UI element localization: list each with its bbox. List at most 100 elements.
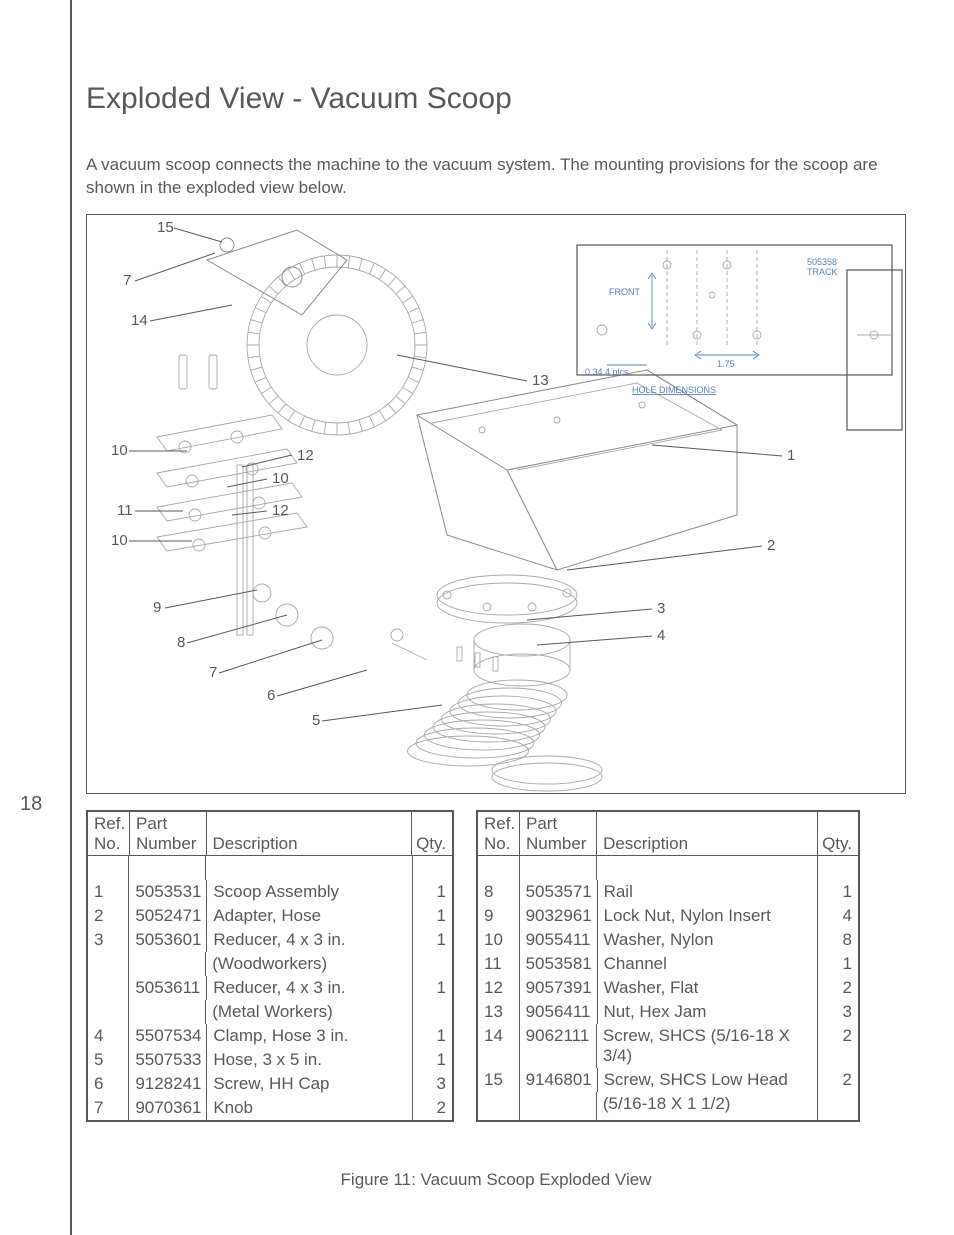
th-description: Description: [597, 812, 818, 855]
callout-number: 3: [657, 600, 665, 617]
cell-qty: [413, 952, 452, 976]
cell-ref-no: 11: [478, 952, 520, 976]
cell-qty: 1: [413, 1024, 452, 1048]
cell-ref-no: 1: [88, 880, 129, 904]
table-row: 55507533Hose, 3 x 5 in.1: [88, 1048, 452, 1072]
page-title: Exploded View - Vacuum Scoop: [86, 82, 906, 116]
cell-description: Hose, 3 x 5 in.: [207, 1048, 412, 1072]
callout-number: 10: [111, 532, 128, 549]
cell-description: Nut, Hex Jam: [598, 1000, 819, 1024]
callout-number: 7: [123, 272, 131, 289]
cell-part-number: [520, 1116, 597, 1120]
table-row: 115053581Channel1: [478, 952, 858, 976]
cell-ref-no: [88, 1000, 129, 1024]
table-row: 129057391Washer, Flat2: [478, 976, 858, 1000]
cell-part-number: 5053581: [520, 952, 598, 976]
cell-qty: [818, 1092, 858, 1116]
table-row: 159146801Screw, SHCS Low Head2: [478, 1068, 858, 1092]
cell-part-number: 5053571: [520, 880, 598, 904]
cell-qty: 2: [818, 1068, 858, 1092]
cell-part-number: 9056411: [520, 1000, 598, 1024]
cell-qty: 1: [413, 904, 452, 928]
parts-tables: Ref.No. PartNumber Description Qty. 1505…: [86, 810, 906, 1122]
cell-description: Screw, SHCS (5/16-18 X 3/4): [597, 1024, 818, 1068]
cell-description: Screw, SHCS Low Head: [598, 1068, 819, 1092]
cell-description: Adapter, Hose: [207, 904, 412, 928]
cell-ref-no: 10: [478, 928, 520, 952]
cell-part-number: [129, 952, 206, 976]
cell-description: Channel: [598, 952, 819, 976]
cell-qty: [413, 1000, 452, 1024]
callout-number: 12: [297, 447, 314, 464]
cell-part-number: [129, 1000, 206, 1024]
cell-qty: 2: [818, 1024, 858, 1068]
table-row: 79070361Knob2: [88, 1096, 452, 1120]
left-margin-rule: [70, 0, 72, 1235]
table-row: 25052471Adapter, Hose1: [88, 904, 452, 928]
callout-number: 5: [312, 712, 320, 729]
cell-description: Washer, Nylon: [598, 928, 819, 952]
table-row: (5/16-18 X 1 1/2): [478, 1092, 858, 1116]
th-ref-no: Ref.No.: [478, 812, 520, 855]
cell-part-number: 5053611: [129, 976, 207, 1000]
cell-ref-no: [478, 1092, 520, 1116]
th-part-number: PartNumber: [520, 812, 597, 855]
cell-ref-no: 6: [88, 1072, 129, 1096]
th-description: Description: [207, 812, 412, 855]
cell-ref-no: [88, 976, 129, 1000]
table-row: 109055411Washer, Nylon8: [478, 928, 858, 952]
cell-description: Reducer, 4 x 3 in.: [207, 976, 412, 1000]
callout-number: 13: [532, 372, 549, 389]
callout-number: 6: [267, 687, 275, 704]
cell-description: Scoop Assembly: [207, 880, 412, 904]
cell-qty: 2: [413, 1096, 452, 1120]
cell-qty: 1: [413, 928, 452, 952]
cell-qty: 8: [818, 928, 858, 952]
callout-number: 4: [657, 627, 665, 644]
cell-description: Reducer, 4 x 3 in.: [207, 928, 412, 952]
callout-number: 8: [177, 634, 185, 651]
callout-number: 7: [209, 664, 217, 681]
cell-ref-no: 13: [478, 1000, 520, 1024]
cell-qty: 1: [413, 976, 452, 1000]
cell-description: Screw, HH Cap: [207, 1072, 412, 1096]
callout-number: 14: [131, 312, 148, 329]
cell-description: Lock Nut, Nylon Insert: [598, 904, 819, 928]
callout-number: 10: [272, 470, 289, 487]
table-row: 45507534Clamp, Hose 3 in.1: [88, 1024, 452, 1048]
inset-track-label: 505358TRACK: [807, 257, 838, 277]
cell-part-number: 5507534: [129, 1024, 207, 1048]
parts-table-right: Ref.No. PartNumber Description Qty. 8505…: [476, 810, 860, 1122]
table-row: 5053611Reducer, 4 x 3 in.1: [88, 976, 452, 1000]
callout-number: 2: [767, 537, 775, 554]
cell-part-number: 9128241: [129, 1072, 207, 1096]
cell-part-number: 9070361: [129, 1096, 207, 1120]
cell-qty: 1: [818, 952, 858, 976]
cell-ref-no: 2: [88, 904, 129, 928]
cell-qty: 3: [818, 1000, 858, 1024]
cell-ref-no: 14: [478, 1024, 520, 1068]
intro-paragraph: A vacuum scoop connects the machine to t…: [86, 154, 906, 200]
cell-description: Washer, Flat: [598, 976, 819, 1000]
cell-qty: 2: [818, 976, 858, 1000]
th-qty: Qty.: [412, 812, 452, 855]
cell-part-number: 5507533: [129, 1048, 207, 1072]
cell-qty: 4: [818, 904, 858, 928]
callout-number: 15: [157, 219, 174, 236]
cell-ref-no: 8: [478, 880, 520, 904]
inset-hole-label: HOLE DIMENSIONS: [632, 385, 716, 395]
table-row: 35053601Reducer, 4 x 3 in.1: [88, 928, 452, 952]
cell-ref-no: 15: [478, 1068, 520, 1092]
cell-description: Clamp, Hose 3 in.: [207, 1024, 412, 1048]
table-row: (Woodworkers): [88, 952, 452, 976]
exploded-view-diagram: FRONT 1.75 0.34 4 plcs HOLE DIMENSIONS 5…: [86, 214, 906, 794]
cell-ref-no: 5: [88, 1048, 129, 1072]
cell-qty: 1: [818, 880, 858, 904]
cell-qty: 1: [413, 880, 452, 904]
cell-part-number: 5052471: [129, 904, 207, 928]
table-row: 99032961Lock Nut, Nylon Insert4: [478, 904, 858, 928]
table-row: 15053531Scoop Assembly1: [88, 880, 452, 904]
cell-ref-no: 9: [478, 904, 520, 928]
callout-number: 1: [787, 447, 795, 464]
figure-caption: Figure 11: Vacuum Scoop Exploded View: [86, 1170, 906, 1190]
